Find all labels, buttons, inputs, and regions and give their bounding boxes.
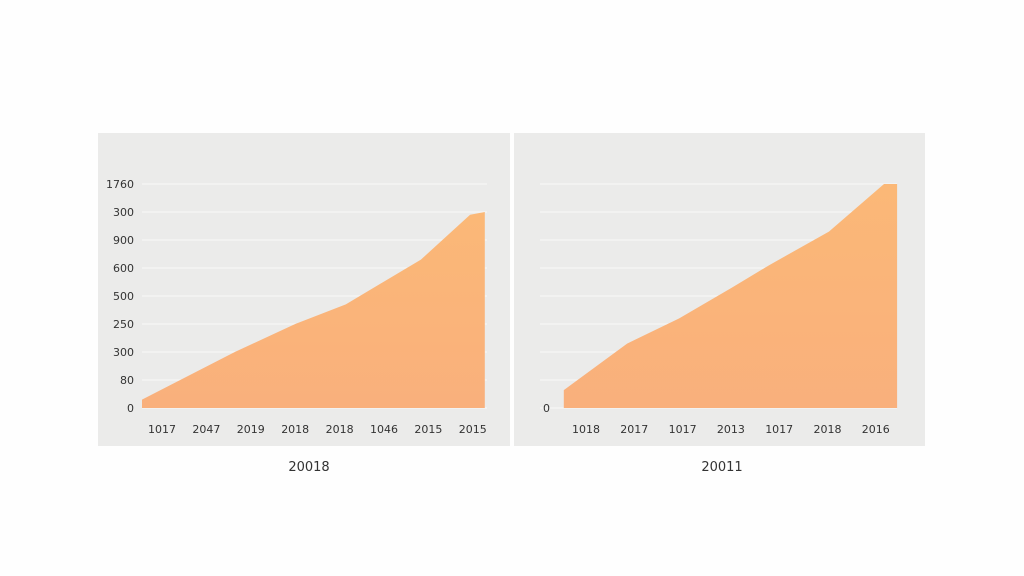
area-series: [142, 212, 485, 408]
x-tick-label: 1017: [669, 423, 697, 436]
y-tick-label: 300: [113, 206, 134, 219]
x-tick-label: 2018: [326, 423, 354, 436]
y-tick-label: 500: [113, 290, 134, 303]
x-tick-label: 2018: [281, 423, 309, 436]
x-tick-label: 1046: [370, 423, 398, 436]
y-tick-label: 1760: [106, 178, 134, 191]
area-series: [563, 184, 898, 408]
y-tick-label: 600: [113, 262, 134, 275]
y-tick-label: 900: [113, 234, 134, 247]
x-tick-label: 2015: [459, 423, 487, 436]
y-tick-label: 80: [120, 374, 134, 387]
y-tick-label: 0: [543, 402, 550, 415]
x-tick-label: 2016: [862, 423, 890, 436]
x-tick-label: 1017: [148, 423, 176, 436]
chart-1: 0 80 300 250 500 600 900 300 1760 1017 2047 2019 201…: [98, 133, 510, 475]
chart-title: 20011: [701, 460, 742, 475]
chart-2: 0 1018 2017 1017 2013 1017 2018 2016 20011: [514, 133, 925, 475]
x-tick-label: 2018: [814, 423, 842, 436]
x-tick-label: 2047: [192, 423, 220, 436]
x-tick-label: 2013: [717, 423, 745, 436]
x-tick-label: 2015: [414, 423, 442, 436]
x-tick-label: 1018: [572, 423, 600, 436]
y-tick-label: 250: [113, 318, 134, 331]
x-tick-label: 2017: [620, 423, 648, 436]
x-tick-label: 2019: [237, 423, 265, 436]
chart-title: 20018: [288, 460, 329, 475]
y-tick-label: 0: [127, 402, 134, 415]
y-tick-label: 300: [113, 346, 134, 359]
x-tick-label: 1017: [765, 423, 793, 436]
